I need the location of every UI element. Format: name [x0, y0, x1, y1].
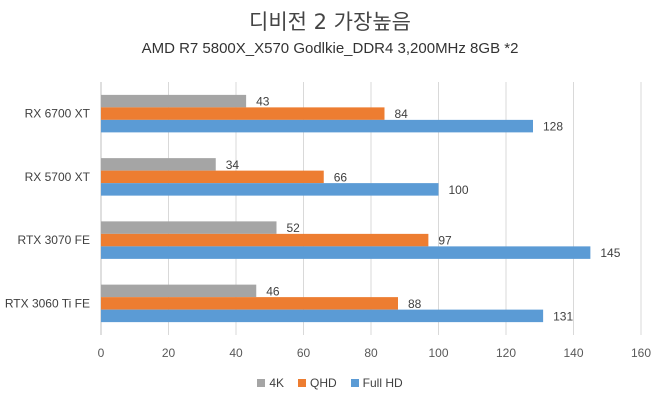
bar-full-hd-3 — [101, 309, 544, 323]
legend-swatch-qhd — [298, 379, 306, 387]
data-label-full-hd-3: 131 — [553, 309, 573, 323]
data-label-qhd-1: 66 — [334, 170, 348, 184]
x-tick-label-160: 160 — [631, 346, 651, 360]
data-label-full-hd-2: 145 — [600, 246, 620, 260]
category-label-0: RX 6700 XT — [25, 107, 91, 121]
legend-item-4k: 4K — [257, 376, 284, 390]
category-label-1: RX 5700 XT — [25, 170, 91, 184]
bar-qhd-3 — [101, 297, 398, 310]
bar-qhd-0 — [101, 107, 385, 120]
chart-subtitle: AMD R7 5800X_X570 Godlkie_DDR4 3,200MHz … — [141, 40, 519, 57]
x-tick-label-20: 20 — [162, 346, 176, 360]
legend-label-4k: 4K — [269, 376, 284, 390]
category-label-3: RTX 3060 Ti FE — [5, 296, 90, 310]
data-label-4k-1: 34 — [226, 158, 240, 172]
chart-legend: 4K QHD Full HD — [0, 376, 660, 390]
data-label-full-hd-0: 128 — [543, 120, 563, 134]
data-label-4k-2: 52 — [287, 221, 301, 235]
data-label-qhd-0: 84 — [395, 107, 409, 121]
legend-swatch-4k — [257, 379, 266, 387]
x-tick-label-140: 140 — [563, 346, 583, 360]
bar-qhd-1 — [101, 170, 324, 184]
data-label-full-hd-1: 100 — [449, 183, 469, 197]
bar-full-hd-1 — [101, 183, 439, 196]
chart-title: 디비전 2 가장높음 — [249, 10, 411, 34]
legend-swatch-fullhd — [350, 379, 359, 387]
x-tick-label-120: 120 — [496, 346, 516, 360]
x-tick-label-100: 100 — [428, 346, 448, 360]
bar-qhd-2 — [101, 233, 429, 247]
data-label-qhd-2: 97 — [438, 234, 452, 248]
bar-4k-0 — [101, 94, 247, 108]
legend-label-fullhd: Full HD — [362, 376, 403, 390]
data-label-4k-0: 43 — [256, 95, 270, 109]
bar-4k-1 — [101, 158, 216, 171]
legend-label-qhd: QHD — [310, 376, 337, 390]
legend-item-qhd: QHD — [298, 376, 337, 390]
data-label-qhd-3: 88 — [408, 297, 422, 311]
bar-4k-2 — [101, 221, 277, 234]
legend-item-fullhd: Full HD — [350, 376, 403, 390]
x-tick-label-60: 60 — [297, 346, 311, 360]
category-label-2: RTX 3070 FE — [18, 233, 90, 247]
data-label-4k-3: 46 — [266, 284, 280, 298]
x-tick-label-40: 40 — [229, 346, 243, 360]
x-tick-label-0: 0 — [98, 346, 105, 360]
bar-full-hd-2 — [101, 246, 591, 259]
x-tick-label-80: 80 — [364, 346, 378, 360]
bar-full-hd-0 — [101, 119, 533, 133]
bar-4k-3 — [101, 284, 257, 298]
